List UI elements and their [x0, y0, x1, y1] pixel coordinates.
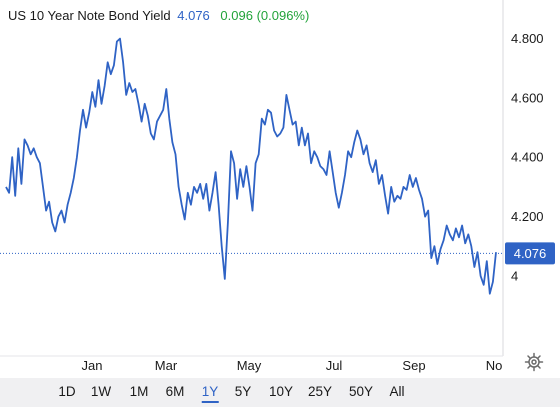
- x-tick-label: No: [486, 358, 503, 373]
- gear-icon[interactable]: [524, 352, 544, 372]
- x-tick-label: Jan: [82, 358, 103, 373]
- price-tag-background: [505, 242, 555, 265]
- y-tick-label: 4: [511, 268, 518, 283]
- x-tick-label: May: [237, 358, 262, 373]
- y-tick-label: 4.200: [511, 209, 544, 224]
- y-axis: 4.800 4.600 4.400 4.200 4: [511, 31, 544, 283]
- x-axis: Jan Mar May Jul Sep No: [82, 358, 503, 373]
- series-line: [5, 37, 497, 295]
- price-tag-label: 4.076: [514, 246, 547, 261]
- y-tick-label: 4.600: [511, 90, 544, 105]
- range-button-6m[interactable]: 6M: [165, 384, 185, 399]
- y-tick-label: 4.800: [511, 31, 544, 46]
- range-button-1w[interactable]: 1W: [90, 384, 112, 399]
- range-button-1y[interactable]: 1Y: [201, 384, 219, 403]
- x-tick-label: Sep: [402, 358, 425, 373]
- y-tick-label: 4.400: [511, 150, 544, 165]
- range-button-25y[interactable]: 25Y: [307, 384, 333, 399]
- range-button-1d[interactable]: 1D: [58, 384, 76, 399]
- x-tick-label: Jul: [326, 358, 343, 373]
- range-selector: 1D 1W 1M 6M 1Y 5Y 10Y 25Y 50Y All: [0, 378, 560, 407]
- range-button-10y[interactable]: 10Y: [268, 384, 294, 399]
- price-change: 0.096 (0.096%): [220, 8, 310, 23]
- range-button-5y[interactable]: 5Y: [234, 384, 252, 399]
- x-tick-label: Mar: [155, 358, 178, 373]
- range-button-1m[interactable]: 1M: [129, 384, 149, 399]
- price-tag: 4.076: [505, 242, 555, 265]
- instrument-title: US 10 Year Note Bond Yield: [8, 8, 171, 23]
- range-button-50y[interactable]: 50Y: [348, 384, 374, 399]
- range-button-all[interactable]: All: [389, 384, 405, 399]
- chart-header: US 10 Year Note Bond Yield 4.076 0.096 (…: [8, 7, 309, 25]
- last-price: 4.076: [177, 8, 210, 23]
